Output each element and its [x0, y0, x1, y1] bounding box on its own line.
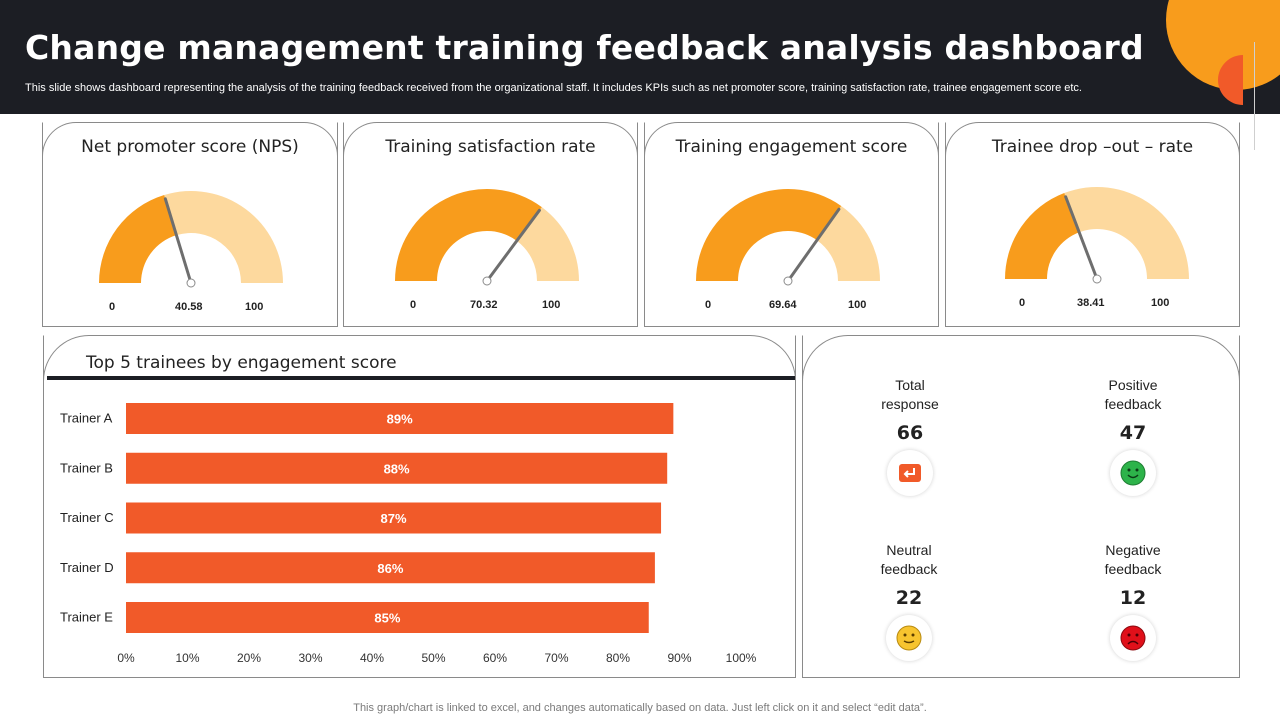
x-tick-label: 50%: [421, 651, 445, 665]
card-border: [42, 122, 338, 182]
negative-feedback-stat: Negative feedback 12: [1058, 541, 1208, 661]
gauge-fill: [696, 189, 842, 281]
x-tick-label: 70%: [544, 651, 568, 665]
x-tick-label: 80%: [606, 651, 630, 665]
bar: [126, 452, 668, 484]
gauge-max-label: 100: [1151, 297, 1170, 309]
kpi-title: Training engagement score: [675, 137, 908, 157]
stat-label: Total response: [881, 377, 939, 412]
stat-label: Neutral feedback: [880, 542, 938, 577]
stat-label: Positive feedback: [1104, 377, 1162, 412]
stat-label: Negative feedback: [1104, 542, 1162, 577]
stat-value: 66: [896, 422, 924, 444]
card-border: [343, 122, 638, 182]
bar-data-label: 86%: [377, 561, 403, 576]
happy-face-icon: [1110, 450, 1156, 496]
gauge-needle: [786, 207, 841, 283]
card-border: [945, 122, 1240, 182]
kpi-card-dropout: Trainee drop –out – rate 0 38.41 100: [945, 122, 1240, 327]
gauge-fill: [1005, 193, 1080, 279]
bar-category-label: Trainer C: [60, 510, 114, 525]
stat-value: 22: [895, 587, 923, 609]
bar-data-label: 89%: [387, 412, 413, 427]
engagement-bar-chart: Trainer A 89% Trainer B 88% Trainer C 87% Trai…: [60, 403, 757, 665]
gauge-min-label: 0: [705, 299, 712, 311]
bar-category-label: Trainer D: [60, 560, 114, 575]
sad-face-icon: [1110, 615, 1156, 661]
gauge-pivot: [186, 278, 196, 288]
gauge-fill: [395, 189, 542, 281]
nps-gauge: [99, 191, 283, 288]
gauge-value-label: 40.58: [175, 301, 203, 313]
card-border: [802, 335, 1240, 415]
chart-title-underline: [47, 376, 795, 380]
header-banner: Change management training feedback anal…: [0, 0, 1280, 114]
gauge-track: [816, 205, 880, 281]
stat-value: 47: [1119, 422, 1147, 444]
kpi-title: Training satisfaction rate: [385, 137, 596, 157]
gauge-track: [164, 191, 283, 283]
gauge-value-label: 38.41: [1077, 297, 1105, 309]
bar: [126, 552, 655, 584]
gauge-fill: [99, 194, 177, 283]
gauge-track: [1064, 187, 1189, 279]
bar-category-label: Trainer E: [60, 610, 113, 625]
gauge-max-label: 100: [848, 299, 867, 311]
x-tick-label: 60%: [483, 651, 507, 665]
gauge-pivot: [1092, 274, 1102, 284]
gauge-pivot: [783, 276, 793, 286]
kpi-card-nps: Net promoter score (NPS) 0 40.58 100: [42, 122, 338, 327]
total-response-stat: Total response 66: [835, 376, 985, 496]
reply-icon: [887, 450, 933, 496]
neutral-feedback-stat: Neutral feedback 22: [834, 541, 984, 661]
positive-feedback-stat: Positive feedback 47: [1058, 376, 1208, 496]
kpi-card-engagement: Training engagement score 0 69.64 100: [644, 122, 939, 327]
gauge-min-label: 0: [410, 299, 417, 311]
stat-value: 12: [1119, 587, 1147, 609]
dropout-gauge: [1005, 187, 1189, 284]
footer-note: This graph/chart is linked to excel, and…: [353, 702, 927, 714]
kpi-card-satisfaction: Training satisfaction rate 0 70.32 100: [343, 122, 638, 327]
bar: [126, 602, 649, 633]
bar-data-label: 85%: [374, 611, 400, 626]
page-subtitle: This slide shows dashboard representing …: [25, 82, 1082, 94]
gauge-pivot: [482, 276, 492, 286]
gauge-value-label: 70.32: [470, 299, 498, 311]
gauge-needle: [1064, 195, 1099, 281]
card-border: [43, 335, 796, 415]
gauge-needle: [485, 208, 541, 283]
kpi-title: Net promoter score (NPS): [81, 137, 299, 157]
x-tick-label: 30%: [298, 651, 322, 665]
gauge-min-label: 0: [109, 301, 116, 313]
card-border: [644, 122, 939, 182]
engagement-gauge: [696, 189, 880, 286]
bar: [126, 502, 662, 534]
x-tick-label: 10%: [175, 651, 199, 665]
bar-data-label: 88%: [384, 461, 410, 476]
satisfaction-gauge: [395, 189, 579, 286]
x-tick-label: 0%: [117, 651, 135, 665]
x-tick-label: 40%: [360, 651, 384, 665]
chart-title: Top 5 trainees by engagement score: [86, 353, 397, 373]
bar: [126, 403, 674, 434]
bar-category-label: Trainer A: [60, 411, 113, 426]
gauge-needle: [163, 197, 193, 285]
gauge-value-label: 69.64: [769, 299, 797, 311]
kpi-title: Trainee drop –out – rate: [991, 137, 1194, 157]
neutral-face-icon: [886, 615, 932, 661]
x-tick-label: 20%: [237, 651, 261, 665]
x-tick-label: 100%: [726, 651, 757, 665]
gauge-min-label: 0: [1019, 297, 1026, 309]
decorative-divider: [1254, 42, 1255, 150]
x-tick-label: 90%: [667, 651, 691, 665]
bar-category-label: Trainer B: [60, 460, 113, 475]
gauge-max-label: 100: [542, 299, 561, 311]
bar-data-label: 87%: [381, 511, 407, 526]
page-title: Change management training feedback anal…: [25, 28, 1144, 67]
feedback-stats-card: Total response 66 Positive feedback 47 N…: [802, 335, 1240, 678]
gauge-max-label: 100: [245, 301, 264, 313]
engagement-bar-chart-card: Top 5 trainees by engagement score Train…: [43, 335, 796, 678]
gauge-track: [516, 207, 579, 281]
